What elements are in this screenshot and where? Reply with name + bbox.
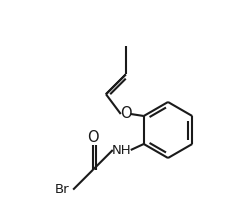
Text: NH: NH: [111, 143, 131, 157]
Text: Br: Br: [55, 183, 69, 196]
Text: O: O: [87, 130, 98, 145]
Text: O: O: [119, 106, 131, 121]
